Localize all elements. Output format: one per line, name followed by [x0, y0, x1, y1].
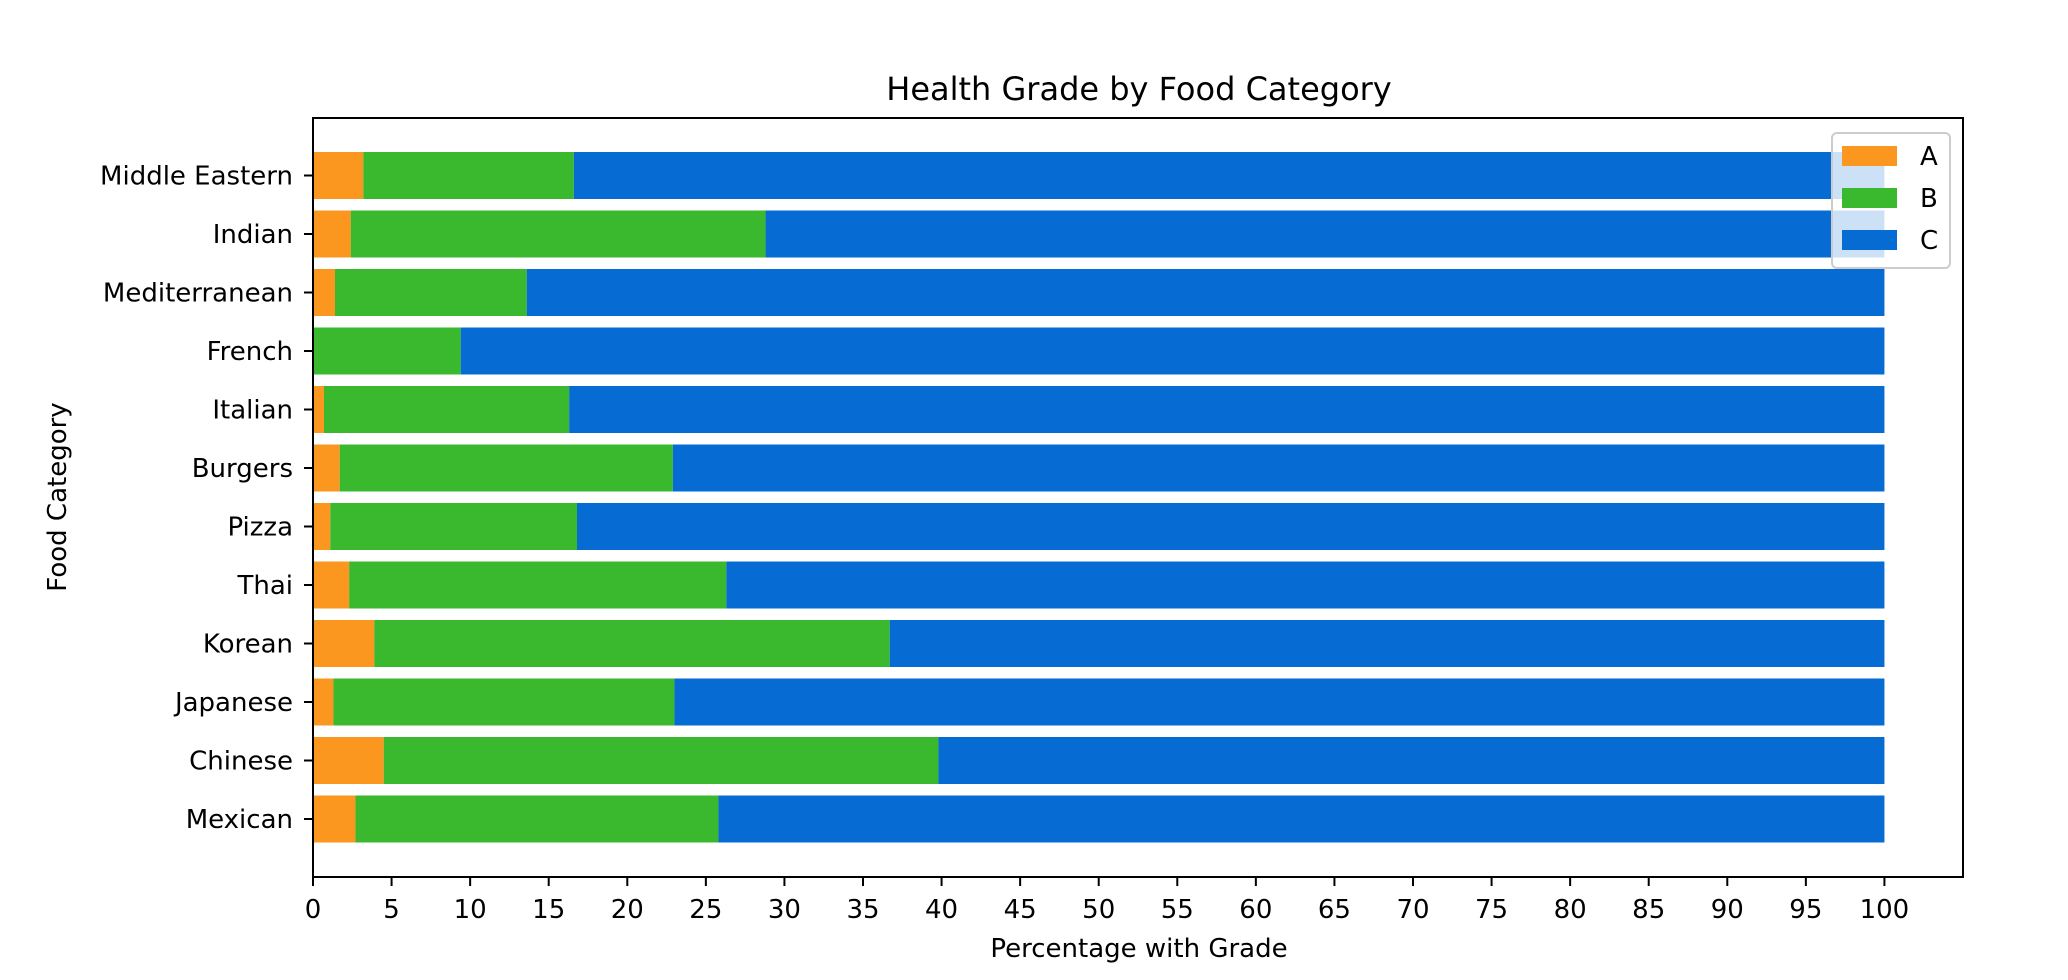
- x-tick-label: 5: [383, 895, 400, 925]
- bar-a-pizza: [313, 503, 331, 550]
- bar-c-thai: [726, 561, 1885, 609]
- bar-b-thai: [349, 561, 727, 609]
- x-tick-label: 70: [1396, 895, 1429, 925]
- x-tick-label: 25: [689, 895, 722, 925]
- y-tick-label: Mexican: [186, 805, 293, 835]
- bar-b-japanese: [333, 678, 675, 726]
- y-tick-label: Thai: [236, 571, 293, 601]
- x-tick-label: 80: [1554, 895, 1587, 925]
- bar-a-mexican: [313, 795, 356, 843]
- legend: ABC: [1831, 132, 1951, 269]
- y-tick-label: Indian: [213, 220, 293, 250]
- x-tick-label: 90: [1711, 895, 1744, 925]
- bar-a-japanese: [313, 678, 334, 726]
- bar-b-french: [313, 327, 461, 375]
- bar-c-pizza: [577, 503, 1885, 550]
- bar-c-mexican: [718, 795, 1885, 843]
- bar-b-mexican: [355, 795, 719, 843]
- bar-c-french: [460, 327, 1885, 375]
- bar-a-burgers: [313, 444, 340, 492]
- bar-a-chinese: [313, 737, 384, 784]
- bar-c-korean: [889, 620, 1885, 667]
- bar-c-mediterranean: [526, 269, 1885, 316]
- x-tick-label: 10: [454, 895, 487, 925]
- bar-b-chinese: [383, 737, 939, 784]
- legend-label-a: A: [1920, 142, 1938, 172]
- x-tick-label: 35: [846, 895, 879, 925]
- bar-c-burgers: [672, 444, 1885, 492]
- legend-swatch-b: [1842, 188, 1897, 208]
- x-tick-label: 60: [1239, 895, 1272, 925]
- legend-label-b: B: [1920, 184, 1938, 214]
- x-tick-label: 85: [1632, 895, 1665, 925]
- bar-a-thai: [313, 561, 350, 609]
- bar-a-korean: [313, 620, 375, 667]
- y-tick-label: Pizza: [227, 513, 293, 543]
- x-tick-label: 15: [532, 895, 565, 925]
- bar-a-indian: [313, 210, 351, 258]
- bar-c-chinese: [938, 737, 1885, 784]
- y-tick-label: Chinese: [189, 747, 293, 777]
- y-tick-label: Mediterranean: [103, 279, 293, 309]
- y-tick-label: Korean: [203, 630, 293, 660]
- bar-c-middle-eastern: [573, 152, 1885, 199]
- bars-layer: [313, 152, 1885, 843]
- x-tick-label: 45: [1004, 895, 1037, 925]
- x-tick-label: 95: [1789, 895, 1822, 925]
- x-tick-label: 75: [1475, 895, 1508, 925]
- legend-swatch-a: [1842, 146, 1897, 166]
- bar-b-burgers: [339, 444, 673, 492]
- x-tick-label: 0: [305, 895, 322, 925]
- bar-b-indian: [350, 210, 766, 258]
- x-tick-label: 65: [1318, 895, 1351, 925]
- y-tick-label: French: [207, 337, 293, 367]
- x-tick-label: 50: [1082, 895, 1115, 925]
- y-axis-ticks: Mexican Chinese Japanese Korean Thai Pizza Bur…: [100, 162, 313, 835]
- y-tick-label: Italian: [212, 396, 293, 426]
- bar-b-mediterranean: [335, 269, 527, 316]
- x-tick-label: 30: [768, 895, 801, 925]
- bar-b-italian: [324, 386, 570, 433]
- bar-a-middle-eastern: [313, 152, 364, 199]
- bar-b-pizza: [330, 503, 577, 550]
- legend-label-c: C: [1920, 226, 1938, 256]
- bar-c-indian: [765, 210, 1885, 258]
- bar-a-mediterranean: [313, 269, 335, 316]
- x-tick-label: 55: [1161, 895, 1194, 925]
- bar-c-italian: [569, 386, 1885, 433]
- bar-b-middle-eastern: [363, 152, 574, 199]
- x-tick-label: 100: [1860, 895, 1910, 925]
- x-axis-label: Percentage with Grade: [990, 934, 1287, 964]
- y-tick-label: Japanese: [173, 688, 293, 718]
- bar-a-italian: [313, 386, 324, 433]
- x-tick-label: 20: [611, 895, 644, 925]
- y-tick-label: Middle Eastern: [100, 162, 293, 192]
- bar-c-japanese: [674, 678, 1885, 726]
- y-axis-label: Food Category: [43, 402, 73, 591]
- x-tick-label: 40: [925, 895, 958, 925]
- legend-swatch-c: [1842, 230, 1897, 250]
- bar-b-korean: [374, 620, 890, 667]
- x-axis-ticks: 0 5 10 15 20 25 30 35 40 45 50 55 60 65 70 75 80 85 90 95 10…: [305, 877, 1910, 925]
- chart-title: Health Grade by Food Category: [886, 70, 1391, 108]
- plot-frame: [312, 117, 1964, 878]
- y-tick-label: Burgers: [192, 454, 293, 484]
